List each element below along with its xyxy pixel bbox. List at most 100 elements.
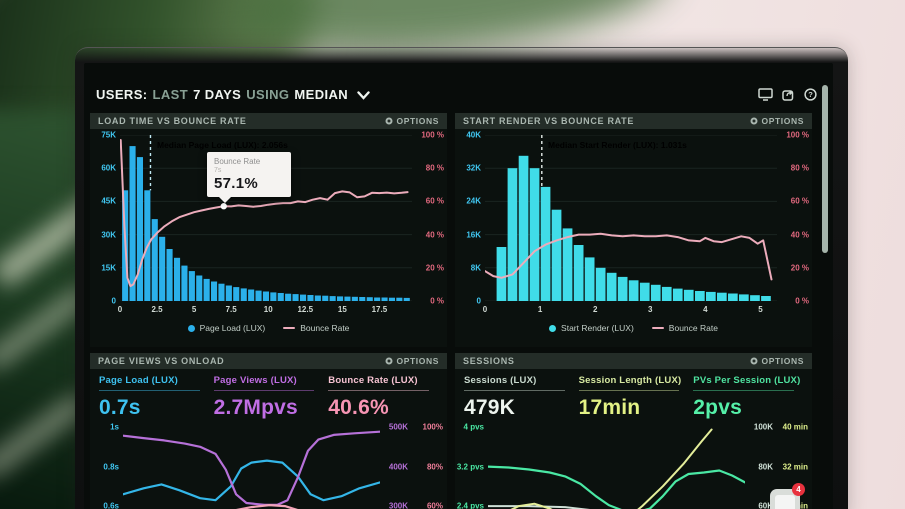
- metrics-row: Sessions (LUX) 479K Session Length (LUX) 17…: [464, 375, 808, 420]
- tick-label: 0: [476, 296, 481, 306]
- tick-label: 10: [263, 305, 273, 314]
- tick-label: 5: [191, 305, 197, 314]
- metric: Page Load (LUX) 0.7s: [99, 375, 214, 420]
- options-button[interactable]: OPTIONS: [750, 116, 804, 126]
- chart-legend: Start Render (LUX) Bounce Rate: [455, 323, 812, 333]
- options-button[interactable]: OPTIONS: [750, 356, 804, 366]
- metric-label: Session Length (LUX): [578, 375, 682, 386]
- gear-icon: [385, 357, 393, 365]
- options-button[interactable]: OPTIONS: [385, 116, 439, 126]
- tick-label: 1: [537, 305, 543, 314]
- tick-label: 5: [758, 305, 763, 314]
- tick-label: 400K 80%: [388, 462, 443, 472]
- panel-sessions: SESSIONS OPTIONS Sessions (LUX) 479K Sessi…: [455, 353, 812, 509]
- median-annotation: Median Page Load (LUX): 2.056s: [157, 140, 288, 150]
- tick-label: 8K: [470, 263, 481, 273]
- legend-item: Page Load (LUX): [187, 323, 265, 333]
- tick-label: 300K 60%: [388, 501, 443, 509]
- legend-swatch: [283, 327, 296, 329]
- metric-label: Sessions (LUX): [464, 375, 537, 386]
- tick-label: 3.2 pvs: [456, 462, 484, 472]
- tick-label: 4 pvs: [463, 422, 484, 432]
- tick-label: 0.6s: [103, 501, 119, 509]
- chat-widget-button[interactable]: 4: [770, 483, 805, 509]
- tooltip-title: Bounce Rate: [214, 157, 261, 166]
- panel-header: SESSIONS OPTIONS: [455, 353, 812, 369]
- sessions-chart[interactable]: [486, 425, 747, 509]
- page-views-onload-chart[interactable]: [121, 425, 382, 509]
- monitor-icon[interactable]: [758, 87, 773, 101]
- title-days: 7 DAYS: [193, 86, 242, 102]
- panel-header: PAGE VIEWS VS ONLOAD OPTIONS: [90, 353, 447, 369]
- metric-value: 0.7s: [99, 396, 141, 419]
- users-range-dropdown[interactable]: USERS: LAST 7 DAYS USING MEDIAN: [96, 87, 370, 102]
- dashboard-screen: USERS: LAST 7 DAYS USING MEDIAN ? LOAD T…: [84, 63, 833, 509]
- options-label: OPTIONS: [396, 116, 439, 126]
- tick-label: 3: [648, 305, 653, 314]
- metric-value: 2.7Mpvs: [213, 396, 298, 419]
- metric: Sessions (LUX) 479K: [464, 375, 579, 420]
- tick-label: 100 %: [421, 130, 444, 140]
- tick-label: 40K: [466, 130, 481, 140]
- tick-label: 75K: [101, 130, 116, 140]
- tick-label: 45K: [101, 196, 116, 206]
- tick-label: 24K: [466, 196, 481, 206]
- legend-swatch: [549, 324, 557, 332]
- metric-value: 40.6%: [328, 396, 389, 419]
- metric-label: Page Views (LUX): [213, 375, 297, 386]
- load-time-chart[interactable]: Median Page Load (LUX): 2.056s Bounce Ra…: [120, 135, 412, 301]
- chevron-down-icon: [357, 90, 370, 100]
- metrics-row: Page Load (LUX) 0.7s Page Views (LUX) 2.7Mp…: [99, 375, 443, 420]
- panel-title: LOAD TIME VS BOUNCE RATE: [98, 116, 247, 126]
- tick-label: 100 %: [786, 130, 809, 140]
- legend-label: Bounce Rate: [300, 323, 350, 333]
- tick-label: 1s: [110, 422, 119, 432]
- panel-header: START RENDER VS BOUNCE RATE OPTIONS: [455, 113, 812, 129]
- metric-label: Page Load (LUX): [99, 375, 179, 386]
- gear-icon: [750, 357, 758, 365]
- tick-label: 60 %: [790, 196, 809, 206]
- tick-label: 17.5: [371, 305, 388, 314]
- tick-label: 15K: [101, 263, 116, 273]
- bounce-rate-tooltip: Bounce Rate 7s 57.1%: [207, 152, 291, 203]
- metric-label: PVs Per Session (LUX): [693, 375, 801, 386]
- tick-label: 20 %: [425, 263, 444, 273]
- tick-label: 12.5: [297, 305, 314, 314]
- options-button[interactable]: OPTIONS: [385, 356, 439, 366]
- legend-item: Start Render (LUX): [549, 323, 634, 333]
- options-label: OPTIONS: [396, 356, 439, 366]
- tick-label: 60 %: [425, 196, 444, 206]
- metric-value: 2pvs: [693, 396, 742, 419]
- metric-underline: [693, 390, 794, 391]
- legend-swatch: [187, 324, 195, 332]
- panel-title: SESSIONS: [463, 356, 515, 366]
- tick-label: 0: [111, 296, 116, 306]
- y-axis-left: 4 pvs 3.2 pvs 2.4 pvs: [455, 422, 484, 509]
- dashboard-header: USERS: LAST 7 DAYS USING MEDIAN ?: [96, 79, 817, 109]
- title-median: MEDIAN: [294, 86, 349, 102]
- tick-label: 2: [592, 305, 598, 314]
- tick-label: 4: [703, 305, 708, 314]
- tick-label: 60K: [101, 163, 116, 173]
- tick-label: 32K: [466, 163, 481, 173]
- tick-label: 30K: [101, 230, 116, 240]
- scrollbar-thumb[interactable]: [822, 85, 828, 253]
- tick-label: 2.5: [151, 305, 163, 314]
- tooltip-x-value: 7s: [214, 167, 222, 174]
- tick-label: 80K 32 min: [758, 462, 808, 472]
- tick-label: 20 %: [790, 263, 809, 273]
- tick-label: 16K: [466, 230, 481, 240]
- gear-icon: [385, 117, 393, 125]
- tick-label: 0 %: [430, 296, 444, 306]
- start-render-chart[interactable]: Median Start Render (LUX): 1.031s: [485, 135, 777, 301]
- help-icon[interactable]: ?: [804, 87, 817, 101]
- median-annotation: Median Start Render (LUX): 1.031s: [548, 140, 687, 150]
- metric: Session Length (LUX) 17min: [578, 375, 694, 420]
- tick-label: 100K 40 min: [753, 422, 808, 432]
- legend-item: Bounce Rate: [283, 323, 349, 333]
- metric: Bounce Rate (LUX) 40.6%: [328, 375, 443, 420]
- metric-label: Bounce Rate (LUX): [328, 375, 418, 386]
- tick-label: 40 %: [790, 230, 809, 240]
- tick-label: 7.5: [225, 305, 237, 314]
- share-icon[interactable]: [782, 88, 795, 101]
